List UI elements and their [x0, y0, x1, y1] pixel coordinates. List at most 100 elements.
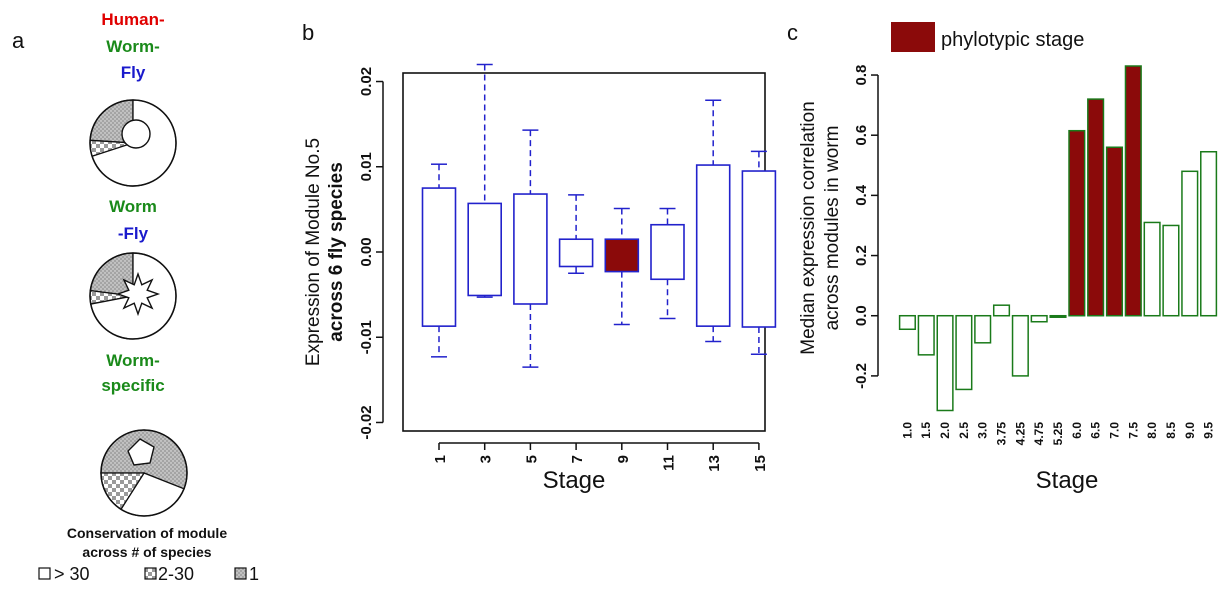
- panel-c-x-tick-label: 9.0: [1183, 422, 1197, 439]
- bar-stage-6.0: [1068, 129, 1086, 317]
- bar-stage-1.5: [917, 314, 935, 356]
- group2-title-line2: -Fly: [118, 224, 149, 243]
- legend-swatch-over-30: [38, 567, 51, 580]
- panel-c-y-title-line1: Median expression correlation: [798, 101, 819, 354]
- panel-c-x-title: Stage: [1036, 467, 1099, 494]
- panel-c-x-tick-label: 8.0: [1145, 422, 1159, 439]
- pie-inner-shape: [121, 119, 151, 149]
- panel-a: a Human- Worm- Fly Worm -Fly Worm- speci…: [12, 10, 259, 584]
- bar-stage-7.0: [1105, 146, 1124, 317]
- box-stage-1: [421, 163, 457, 358]
- panel-b-x-title: Stage: [543, 467, 606, 494]
- panel-c-x-tick-label: 2.0: [938, 422, 952, 439]
- panel-b-y-tick-label: -0.02: [358, 405, 375, 439]
- legend-swatch-1: [234, 567, 247, 580]
- panel-c-x-tick-label: 5.25: [1051, 422, 1065, 446]
- panel-b-x-tick-label: 7: [569, 455, 586, 463]
- panel-c-letter: c: [787, 20, 798, 45]
- box-stage-9: [604, 207, 640, 326]
- panel-c-y-tick-label: 0.4: [853, 184, 870, 206]
- pie-inner-shape: [115, 271, 161, 317]
- panel-b-x-tick-label: 5: [523, 455, 540, 463]
- pie-outline: [89, 252, 177, 340]
- panel-b-x-tick-label: 1: [432, 455, 449, 463]
- panel-c-x-tick-label: 1.5: [919, 422, 933, 439]
- group2-title-line1: Worm: [109, 197, 157, 216]
- bar-stage-2.0: [936, 314, 954, 412]
- box-stage-3: [467, 63, 503, 298]
- panel-c-x-tick-label: 4.75: [1032, 422, 1046, 446]
- legend-title-line1: Conservation of module: [67, 525, 227, 541]
- pie-titles: Human- Worm- Fly Worm -Fly Worm- specifi…: [101, 10, 164, 395]
- group1-title-line2: Worm-: [106, 37, 160, 56]
- box-stage-15: [741, 150, 777, 356]
- panel-c-x-tick-labels: 1.0 1.5 2.0 2.5 3.0 3.75 4.25 4.75 5.25 6.0 6.5 7.0…: [900, 422, 1215, 446]
- panel-c-legend-swatch: [891, 22, 935, 52]
- bar-stage-9.5: [1200, 151, 1218, 317]
- panel-c-x-tick-label: 7.0: [1107, 422, 1121, 439]
- bar-stage-7.5: [1124, 65, 1142, 317]
- panel-a-letter: a: [12, 28, 25, 53]
- bar-stage-4.75: [1030, 314, 1048, 323]
- legend-label-2-30: 2-30: [158, 564, 194, 584]
- group1-title-line1: Human-: [101, 10, 164, 29]
- bar-stage-1.0: [898, 314, 916, 331]
- bar-stage-3.0: [974, 314, 992, 344]
- panel-c-x-tick-label: 2.5: [957, 422, 971, 439]
- panel-c-bars: [898, 65, 1218, 412]
- panel-c-x-tick-label: 9.5: [1202, 422, 1216, 439]
- pie-charts: [89, 99, 188, 517]
- group3-title-line1: Worm-: [106, 351, 160, 370]
- panel-c-legend-label: phylotypic stage: [941, 29, 1084, 51]
- panel-c-x-tick-label: 8.5: [1164, 422, 1178, 439]
- bar-stage-2.5: [955, 314, 973, 391]
- panel-b-y-title-line2: across 6 fly species: [326, 162, 347, 342]
- panel-b-y-tick-label: 0.00: [358, 237, 375, 266]
- panel-b-y-tick-label: -0.01: [358, 320, 375, 354]
- box-body: [650, 223, 685, 281]
- legend-label-over-30: > 30: [54, 564, 90, 584]
- panel-c-x-tick-label: 4.25: [1013, 422, 1027, 446]
- panel-c-y-tick-label: 0.8: [853, 65, 870, 86]
- panel-b-boxes: [421, 63, 777, 368]
- box-stage-5: [513, 129, 548, 368]
- pie-outline: [100, 429, 188, 517]
- panel-b-x-tick-label: 15: [752, 455, 769, 472]
- bar-stage-3.75: [992, 304, 1011, 317]
- group3-title-line2: specific: [101, 376, 164, 395]
- panel-c-x-tick-label: 7.5: [1126, 422, 1140, 439]
- pie-inner-shape: [127, 438, 155, 466]
- panel-c-x-tick-label: 6.5: [1089, 422, 1103, 439]
- legend-title-line2: across # of species: [82, 544, 211, 560]
- panel-c-y-tick-label: 0.2: [853, 245, 870, 266]
- conservation-legend: Conservation of module across # of speci…: [38, 525, 259, 584]
- panel-b-x-tick-label: 11: [661, 455, 678, 471]
- panel-b-x-tick-label: 9: [615, 455, 632, 463]
- panel-c-x-tick-label: 3.0: [976, 422, 990, 439]
- panel-c-x-tick-label: 1.0: [900, 422, 914, 439]
- panel-c-x-tick-label: 6.0: [1070, 422, 1084, 439]
- panel-c-y-tick-label: 0.6: [853, 125, 870, 146]
- panel-c-y-tick-label: -0.2: [853, 363, 870, 389]
- panel-b: b -0.02-0.010.000.010.02 1 3 5 7 9 11 13 15 Sta…: [302, 20, 777, 494]
- bar-stage-8.5: [1162, 224, 1180, 317]
- panel-b-x-axis: 1 3 5 7 9 11 13 15: [432, 442, 769, 472]
- box-body: [741, 170, 777, 328]
- box-body: [695, 164, 731, 327]
- bar-stage-8.0: [1143, 221, 1161, 317]
- box-body: [558, 238, 594, 268]
- panel-b-y-tick-label: 0.02: [358, 67, 375, 96]
- box-stage-13: [695, 99, 731, 343]
- box-body: [513, 193, 548, 305]
- panel-c-y-axis: -0.2 0.0 0.2 0.4 0.6 0.8: [853, 65, 879, 389]
- panel-b-y-title-line1: Expression of Module No.5: [303, 138, 324, 366]
- bar-stage-5.25: [1049, 314, 1067, 318]
- box-body: [467, 202, 503, 297]
- box-stage-11: [650, 207, 685, 320]
- panel-b-x-tick-label: 3: [478, 455, 495, 463]
- box-stage-7: [558, 194, 594, 275]
- legend-swatch-2-30: [144, 567, 157, 580]
- group1-title-line3: Fly: [121, 63, 146, 82]
- panel-b-letter: b: [302, 20, 314, 45]
